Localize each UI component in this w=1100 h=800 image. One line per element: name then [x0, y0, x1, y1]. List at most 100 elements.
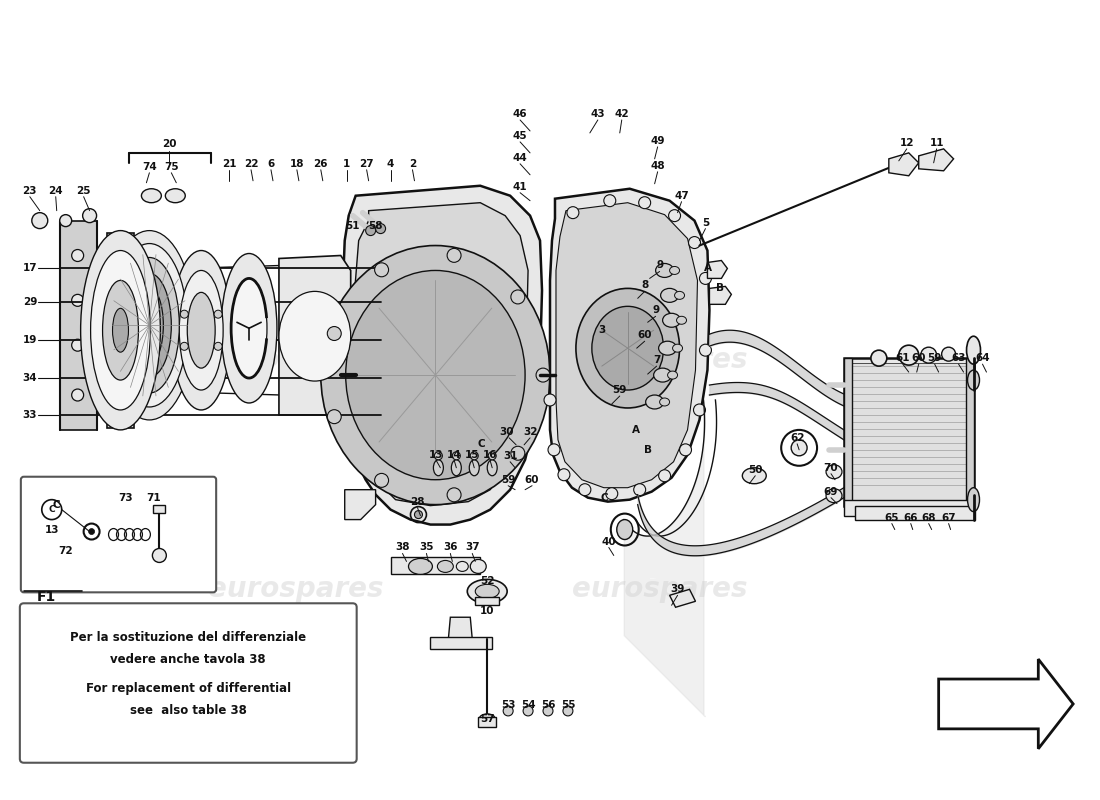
Bar: [855, 506, 975, 519]
Text: 27: 27: [360, 159, 374, 169]
Ellipse shape: [135, 287, 163, 363]
Ellipse shape: [128, 274, 172, 377]
Text: 62: 62: [790, 433, 804, 443]
Ellipse shape: [111, 243, 187, 407]
Text: 54: 54: [520, 700, 536, 710]
Ellipse shape: [214, 310, 222, 318]
Ellipse shape: [617, 519, 632, 539]
Text: 58: 58: [368, 221, 383, 230]
Ellipse shape: [104, 230, 195, 420]
Text: B: B: [716, 283, 725, 294]
Text: see  also table 38: see also table 38: [130, 705, 246, 718]
Text: 73: 73: [118, 493, 133, 502]
Text: 52: 52: [480, 576, 495, 586]
Ellipse shape: [468, 579, 507, 603]
Text: 59: 59: [927, 353, 942, 363]
Text: 55: 55: [561, 700, 575, 710]
Ellipse shape: [826, 489, 842, 502]
Text: 70: 70: [824, 462, 838, 473]
Text: 67: 67: [942, 513, 956, 522]
Ellipse shape: [214, 342, 222, 350]
Ellipse shape: [480, 714, 495, 724]
Ellipse shape: [503, 706, 513, 716]
Ellipse shape: [871, 350, 887, 366]
Text: 31: 31: [503, 451, 517, 461]
Text: 60: 60: [637, 330, 652, 340]
Text: 12: 12: [900, 138, 914, 148]
Text: 60: 60: [525, 474, 539, 485]
Text: 13: 13: [429, 450, 443, 460]
Ellipse shape: [968, 488, 979, 512]
Bar: [153, 505, 165, 513]
Polygon shape: [59, 221, 97, 430]
Text: 68: 68: [922, 513, 936, 522]
Ellipse shape: [434, 452, 442, 460]
Ellipse shape: [375, 474, 388, 487]
Ellipse shape: [921, 347, 937, 363]
Text: 44: 44: [513, 153, 528, 163]
Text: 39: 39: [670, 584, 684, 594]
Ellipse shape: [942, 347, 956, 361]
Ellipse shape: [668, 371, 678, 379]
Ellipse shape: [510, 290, 525, 304]
Text: 24: 24: [48, 186, 63, 196]
Bar: [475, 598, 499, 606]
Text: 11: 11: [930, 138, 944, 148]
Ellipse shape: [693, 404, 705, 416]
Text: 40: 40: [602, 537, 616, 546]
Text: F1: F1: [36, 590, 56, 604]
Text: C: C: [477, 439, 485, 449]
Ellipse shape: [471, 559, 486, 574]
Text: 59: 59: [613, 385, 627, 395]
Polygon shape: [107, 233, 134, 428]
Ellipse shape: [90, 250, 151, 410]
Text: 42: 42: [615, 109, 629, 119]
Text: 20: 20: [162, 139, 177, 149]
Ellipse shape: [653, 368, 672, 382]
Ellipse shape: [433, 460, 443, 476]
Ellipse shape: [646, 395, 663, 409]
Ellipse shape: [447, 488, 461, 502]
Text: A: A: [704, 263, 713, 274]
Ellipse shape: [676, 316, 686, 324]
Ellipse shape: [452, 452, 460, 460]
Polygon shape: [918, 149, 954, 170]
Ellipse shape: [365, 226, 375, 235]
Text: 23: 23: [23, 186, 37, 196]
Text: 45: 45: [513, 131, 527, 141]
Ellipse shape: [415, 510, 422, 518]
Polygon shape: [354, 202, 528, 506]
Ellipse shape: [899, 345, 918, 365]
Text: 75: 75: [164, 162, 178, 172]
Ellipse shape: [672, 344, 682, 352]
Text: #d8d8d8: #d8d8d8: [650, 339, 656, 340]
Ellipse shape: [447, 248, 461, 262]
Ellipse shape: [659, 470, 671, 482]
Text: 29: 29: [23, 298, 37, 307]
Polygon shape: [279, 255, 351, 415]
Text: 35: 35: [419, 542, 433, 553]
Polygon shape: [449, 618, 472, 639]
Text: 51: 51: [345, 221, 360, 230]
Text: 15: 15: [465, 450, 480, 460]
Polygon shape: [556, 202, 697, 488]
Polygon shape: [889, 153, 918, 176]
Text: 59: 59: [500, 474, 515, 485]
Text: eurospares: eurospares: [572, 575, 747, 603]
Ellipse shape: [536, 368, 550, 382]
Polygon shape: [670, 590, 695, 607]
Ellipse shape: [375, 224, 386, 234]
Text: vedere anche tavola 38: vedere anche tavola 38: [110, 653, 266, 666]
Polygon shape: [707, 261, 727, 278]
Text: 17: 17: [22, 263, 37, 274]
Ellipse shape: [674, 291, 684, 299]
Polygon shape: [430, 637, 492, 649]
Text: 63: 63: [952, 353, 966, 363]
Ellipse shape: [180, 342, 188, 350]
Ellipse shape: [172, 250, 231, 410]
Text: 53: 53: [500, 700, 516, 710]
Ellipse shape: [221, 254, 277, 403]
Ellipse shape: [510, 446, 525, 460]
Text: 57: 57: [480, 714, 495, 724]
Ellipse shape: [321, 246, 550, 505]
